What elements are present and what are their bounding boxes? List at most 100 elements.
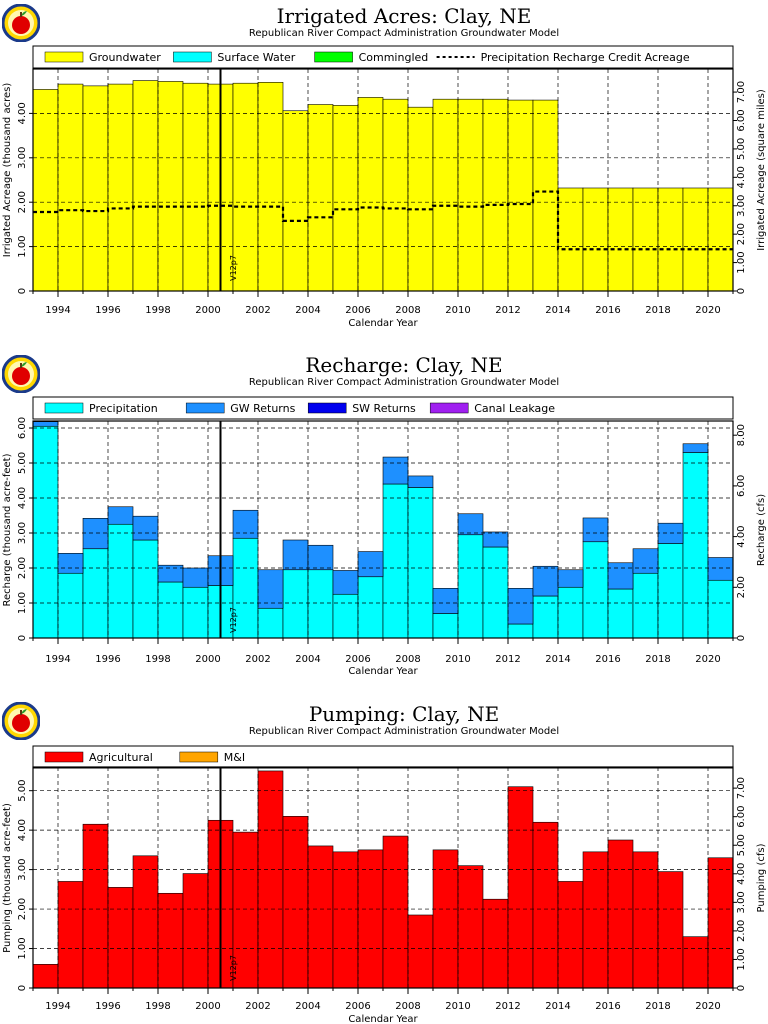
plot-area (32, 80, 734, 292)
y-tick-label: 3.00 (17, 522, 28, 544)
bar-gw-returns-2013 (532, 565, 559, 597)
y-tick-label: 4.00 (17, 819, 28, 841)
legend-swatch (185, 402, 225, 414)
y-tick-label: 4.00 (17, 487, 28, 509)
bar-precipitation-2017 (632, 572, 659, 639)
bar-precipitation-2006 (357, 576, 384, 639)
x-tick-label: 1994 (45, 1001, 70, 1012)
legend-entry: Precipitation (44, 402, 158, 415)
y-axis-right-label: Irrigated Acreage (square miles) (756, 89, 767, 251)
bar-groundwater-1999 (182, 82, 209, 292)
bar-groundwater-2005 (332, 105, 359, 292)
x-axis-label: Calendar Year (348, 318, 418, 329)
bar-groundwater-2019 (682, 187, 709, 292)
x-tick-label: 2006 (345, 654, 370, 665)
y-axis-left: 0 1.00 2.00 3.00 4.00 5.00 6.00 (17, 417, 33, 641)
bar-gw-returns-2004 (307, 544, 334, 571)
bar-precipitation-2014 (557, 586, 584, 639)
bar-agricultural-1996 (107, 887, 134, 989)
x-tick-label: 2012 (495, 654, 520, 665)
bar-groundwater-1994 (57, 83, 84, 292)
model-version-marker-label: V12p7 (229, 607, 238, 633)
x-tick-label: 1994 (45, 654, 70, 665)
bar-precipitation-1999 (182, 586, 209, 639)
bar-groundwater-1996 (107, 83, 134, 292)
x-tick-label: 2002 (245, 305, 270, 316)
bar-gw-returns-2006 (357, 551, 384, 578)
bar-gw-returns-2011 (482, 531, 509, 548)
bar-agricultural-2013 (532, 821, 559, 989)
bar-gw-returns-1997 (132, 515, 159, 541)
x-tick-label: 2004 (295, 305, 320, 316)
x-tick-label: 1994 (45, 305, 70, 316)
legend-label: SW Returns (352, 402, 416, 415)
legend-swatch (429, 402, 469, 414)
x-tick-label: 2014 (545, 305, 570, 316)
x-tick-label: 2010 (445, 654, 470, 665)
x-axis: 1994 1996 1998 2000 2002 2004 2006 2008 2010 2012… (32, 988, 734, 1012)
bar-precipitation-2013 (532, 595, 559, 639)
bar-agricultural-2012 (507, 786, 534, 989)
bar-agricultural-2014 (557, 881, 584, 989)
bar-gw-returns-2016 (607, 562, 634, 590)
bar-gw-returns-2012 (507, 588, 534, 625)
y-tick-label: 4.00 (17, 102, 28, 124)
bar-groundwater-1995 (82, 85, 109, 292)
x-axis-label: Calendar Year (348, 666, 418, 677)
chart-subtitle: Republican River Compact Administration … (249, 28, 559, 39)
chart-subtitle: Republican River Compact Administration … (249, 726, 559, 737)
x-tick-label: 2000 (195, 1001, 220, 1012)
bar-agricultural-1997 (132, 855, 159, 989)
precipitation-recharge-credit-line (33, 190, 733, 251)
y-right-tick-label: 4.00 (736, 863, 747, 885)
bar-precipitation-2005 (332, 593, 359, 639)
bar-groundwater-2014 (557, 187, 584, 292)
y-right-tick-label: 8.00 (736, 424, 747, 446)
bar-precipitation-1995 (82, 548, 109, 639)
x-tick-label: 1996 (95, 305, 120, 316)
bar-groundwater-2011 (482, 98, 509, 292)
legend-box (32, 396, 734, 420)
bar-agricultural-2020 (707, 857, 734, 989)
y-right-tick-label: 5.00 (736, 834, 747, 856)
bar-precipitation-2004 (307, 569, 334, 639)
y-right-tick-label: 3.00 (736, 195, 747, 217)
x-tick-label: 2016 (595, 305, 620, 316)
x-tick-label: 2008 (395, 1001, 420, 1012)
legend-swatch (179, 751, 219, 763)
legend-entry: Precipitation Recharge Credit Acreage (436, 51, 690, 64)
bar-groundwater-2015 (582, 187, 609, 292)
legend-entry: Agricultural (44, 751, 153, 764)
y-right-tick-label: 2.00 (736, 920, 747, 942)
legend-box (32, 745, 734, 769)
legend-label: M&I (224, 751, 245, 764)
y-right-tick-label: 6.00 (736, 109, 747, 131)
bar-groundwater-2007 (382, 98, 409, 292)
bar-agricultural-2007 (382, 835, 409, 989)
bar-agricultural-2019 (682, 936, 709, 989)
bar-gw-returns-2002 (257, 569, 284, 609)
y-right-tick-label: 7.00 (736, 777, 747, 799)
bar-gw-returns-1995 (82, 518, 109, 550)
y-tick-label: 0 (17, 985, 28, 991)
irrigated-acres-chart: Irrigated Acres: Clay, NE Republican Riv… (2, 4, 767, 329)
legend-entry: Canal Leakage (429, 402, 555, 415)
y-axis-label: Pumping (thousand acre-feet) (2, 803, 13, 953)
bar-agricultural-2010 (457, 865, 484, 989)
grid-lines (33, 69, 733, 291)
x-tick-label: 2006 (345, 305, 370, 316)
y-tick-label: 5.00 (17, 780, 28, 802)
bar-agricultural-1993 (32, 964, 59, 989)
x-axis-label: Calendar Year (348, 1014, 418, 1024)
bar-gw-returns-2008 (407, 475, 434, 488)
x-tick-label: 1998 (145, 305, 170, 316)
bar-precipitation-2003 (282, 569, 309, 639)
bar-groundwater-1997 (132, 80, 159, 292)
bar-gw-returns-2020 (707, 557, 734, 581)
x-tick-label: 1998 (145, 654, 170, 665)
bar-precipitation-1993 (32, 425, 59, 639)
x-tick-label: 2002 (245, 654, 270, 665)
bar-agricultural-2008 (407, 914, 434, 989)
legend-entry: SW Returns (307, 402, 416, 415)
